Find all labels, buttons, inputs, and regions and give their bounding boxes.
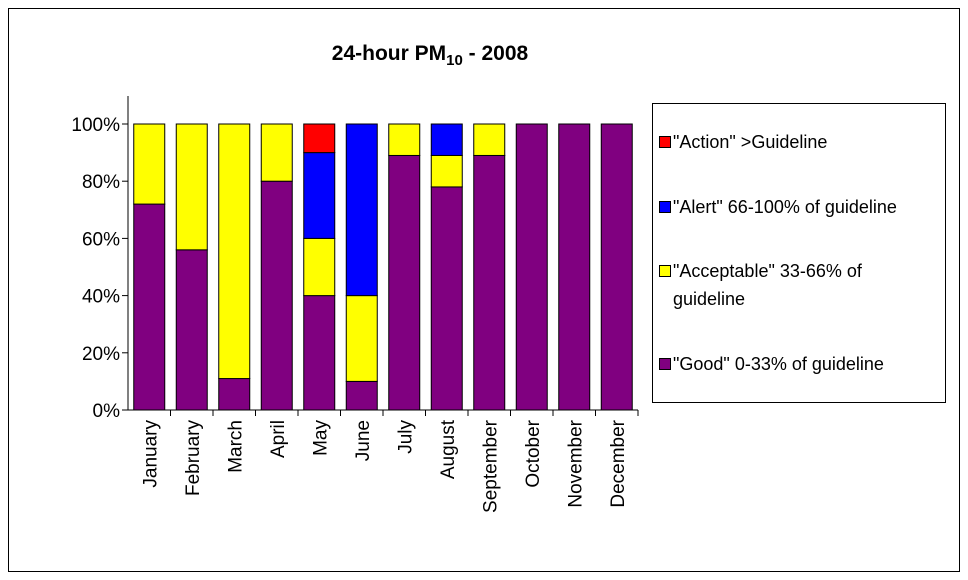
title-subscript: 10 [446,52,463,69]
x-tick-label: April [268,420,289,458]
legend-label: "Alert" 66-100% of guideline [673,196,897,217]
bar-segment [473,123,506,156]
bar-segment [345,295,378,382]
bar-segment [175,249,208,411]
legend-label: "Good" 0-33% of guideline [673,353,884,374]
y-tick-label: 80% [82,172,120,193]
bar-segment [218,123,251,380]
legend-item: "Good" 0-33% of guideline [653,350,945,378]
bar-segment [303,237,336,297]
bar-segment [430,154,463,188]
x-tick-label: October [523,419,544,487]
legend-item: "Acceptable" 33-66% of guideline [653,257,945,313]
y-tick-label: 60% [82,229,120,250]
bar-segment [133,203,166,411]
legend-swatch [659,136,671,149]
x-tick-label: February [183,420,204,497]
bar-segment [260,123,293,182]
bar-segment [430,123,463,156]
bar-segment [175,123,208,251]
bar-segment [388,154,421,411]
bar-segment [388,123,421,156]
bar-segment [218,378,251,411]
bar-segment [133,123,166,205]
bar-segment [260,180,293,411]
x-tick-label: March [225,420,246,473]
x-tick-label: December [608,419,629,507]
legend-swatch [659,200,671,213]
x-tick-label: January [140,420,161,488]
x-tick-label: August [438,419,459,479]
title-rest: - 2008 [463,42,529,65]
legend-swatch [659,357,671,370]
y-tick-label: 40% [82,287,120,308]
bar-segment [303,123,336,154]
legend-item: "Action" >Guideline [653,128,945,156]
bar-segment [303,152,336,239]
bar-segment [600,123,633,411]
x-tick-label: September [480,419,501,513]
title-text: 24-hour PM [332,42,446,65]
bar-segment [473,154,506,411]
chart-title: 24-hour PM10 - 2008 [332,42,529,69]
bar-segment [558,123,591,411]
x-tick-label: July [395,420,416,454]
legend-label: "Action" >Guideline [673,132,828,153]
legend-item: "Alert" 66-100% of guideline [653,193,945,221]
x-tick-label: November [565,419,586,507]
plot-area: 0% 20% 40% 60% 80% 100% January February March Ap… [71,96,639,513]
legend: "Action" >Guideline "Alert" 66-100% of gu… [652,103,946,403]
y-tick-label: 100% [71,115,120,136]
legend-swatch [659,265,671,278]
y-tick-label: 0% [93,401,121,422]
bar-segment [515,123,548,411]
bar-segment [303,295,336,411]
bar-segment [345,123,378,297]
y-tick-label: 20% [82,344,120,365]
legend-label: "Acceptable" 33-66% of guideline [673,261,862,310]
x-tick-label: June [353,420,374,461]
bar-segment [345,380,378,411]
x-tick-label: May [310,420,331,456]
bar-segment [430,186,463,411]
